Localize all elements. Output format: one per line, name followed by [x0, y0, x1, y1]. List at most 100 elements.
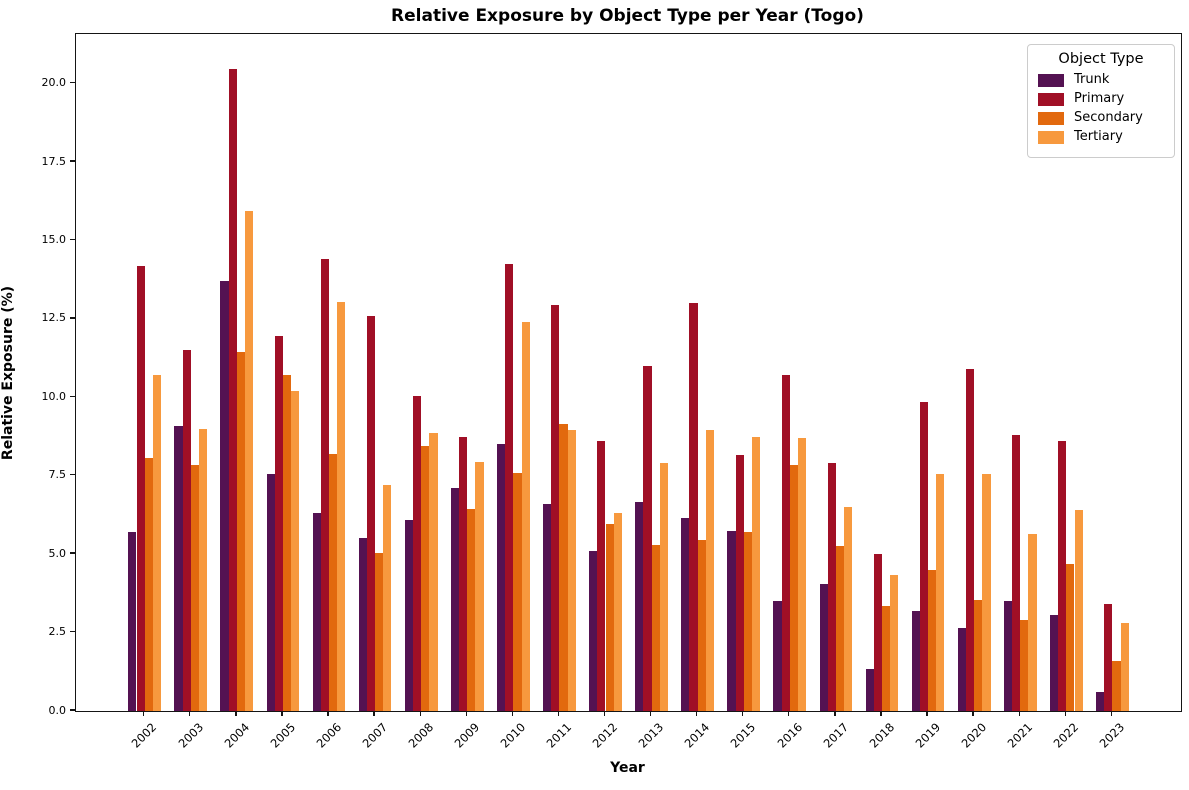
bar-tertiary-2017: [844, 507, 853, 711]
bar-tertiary-2020: [982, 474, 991, 711]
x-tick-mark: [327, 711, 329, 717]
bar-secondary-2018: [881, 605, 891, 711]
bar-trunk-2002: [128, 532, 137, 711]
bar-tertiary-2002: [152, 375, 162, 711]
bar-tertiary-2006: [337, 301, 346, 711]
bar-primary-2002: [136, 265, 145, 711]
x-tick-mark: [926, 711, 928, 717]
bar-trunk-2006: [312, 513, 321, 711]
bar-primary-2003: [182, 350, 191, 711]
bar-primary-2016: [781, 375, 790, 711]
x-tick-mark: [557, 711, 560, 717]
y-tick-mark: [70, 160, 75, 162]
x-tick-label-2016: 2016: [774, 720, 805, 751]
x-tick-label-2004: 2004: [221, 720, 252, 751]
x-tick-mark: [189, 711, 191, 717]
x-tick-mark: [373, 711, 375, 717]
bar-trunk-2013: [635, 502, 644, 711]
x-tick-mark: [235, 711, 237, 717]
bar-primary-2020: [965, 369, 975, 711]
legend: Object Type Trunk Primary Secondary Tertiar…: [1027, 44, 1175, 158]
x-tick-label-2008: 2008: [405, 720, 437, 751]
y-tick-label: 10.0: [41, 389, 67, 403]
x-tick-mark: [281, 711, 283, 717]
x-tick-mark: [465, 711, 467, 717]
x-tick-mark: [649, 711, 652, 717]
x-tick-label-2015: 2015: [727, 720, 759, 751]
bar-primary-2021: [1012, 434, 1021, 711]
bar-primary-2004: [228, 69, 237, 711]
x-tick-mark: [1110, 711, 1113, 717]
x-tick-mark: [419, 711, 421, 717]
y-tick-label: 17.5: [41, 154, 67, 168]
bar-tertiary-2008: [429, 433, 438, 711]
bar-tertiary-2013: [659, 463, 668, 711]
bar-secondary-2022: [1066, 563, 1075, 711]
legend-label-tertiary: Tertiary: [1074, 129, 1123, 144]
bar-secondary-2007: [375, 552, 384, 711]
bar-trunk-2022: [1049, 615, 1059, 711]
y-tick-label: 12.5: [41, 311, 67, 325]
bar-trunk-2021: [1003, 601, 1012, 711]
legend-entry-tertiary: Tertiary: [1038, 130, 1166, 144]
bar-secondary-2004: [236, 351, 246, 711]
chart-title: Relative Exposure by Object Type per Yea…: [391, 6, 864, 26]
x-tick-mark: [1018, 711, 1020, 717]
bar-tertiary-2019: [936, 474, 945, 711]
x-tick-label-2018: 2018: [866, 720, 897, 751]
bar-trunk-2005: [266, 474, 275, 711]
bar-secondary-2015: [743, 532, 752, 711]
bar-trunk-2012: [589, 551, 598, 711]
bar-trunk-2003: [174, 425, 183, 711]
bar-primary-2018: [873, 554, 882, 711]
bar-tertiary-2023: [1120, 623, 1129, 711]
bar-primary-2006: [320, 259, 329, 711]
bar-tertiary-2011: [567, 430, 576, 711]
bar-tertiary-2021: [1028, 533, 1037, 711]
bar-secondary-2008: [421, 445, 430, 711]
bar-secondary-2010: [513, 472, 522, 711]
x-tick-label-2010: 2010: [497, 720, 529, 751]
y-tick-mark: [70, 81, 75, 84]
bar-secondary-2013: [651, 544, 660, 711]
legend-entry-primary: Primary: [1038, 92, 1166, 106]
y-tick-label: 0.0: [48, 703, 67, 717]
x-tick-label-2019: 2019: [912, 720, 944, 751]
x-tick-mark: [511, 711, 513, 717]
x-tick-label-2002: 2002: [128, 720, 160, 751]
legend-label-trunk: Trunk: [1074, 72, 1110, 87]
bar-secondary-2009: [467, 508, 476, 711]
bar-primary-2014: [689, 303, 698, 711]
y-tick-label: 15.0: [41, 232, 67, 246]
x-tick-label-2013: 2013: [635, 720, 667, 751]
x-tick-label-2012: 2012: [589, 720, 621, 751]
bar-primary-2008: [412, 395, 422, 711]
x-tick-label-2003: 2003: [175, 720, 206, 751]
bar-primary-2011: [551, 304, 560, 711]
bar-trunk-2007: [358, 538, 367, 711]
y-tick-mark: [70, 630, 75, 633]
legend-swatch-tertiary: [1038, 130, 1064, 144]
y-tick-label: 5.0: [48, 546, 67, 560]
y-tick-mark: [70, 238, 75, 241]
x-tick-label-2023: 2023: [1096, 720, 1128, 751]
legend-label-primary: Primary: [1074, 91, 1125, 106]
bar-primary-2010: [505, 263, 514, 711]
bar-trunk-2020: [957, 627, 966, 711]
bar-primary-2022: [1058, 441, 1067, 711]
x-tick-label-2017: 2017: [820, 720, 851, 751]
bar-primary-2005: [274, 336, 283, 711]
bar-primary-2013: [643, 365, 652, 711]
bar-secondary-2005: [282, 375, 292, 711]
bar-tertiary-2018: [890, 574, 899, 711]
y-tick-mark: [70, 474, 75, 476]
bar-secondary-2023: [1112, 660, 1121, 711]
bar-trunk-2023: [1095, 692, 1105, 711]
x-tick-label-2006: 2006: [313, 720, 344, 751]
bar-trunk-2014: [681, 518, 690, 711]
bar-tertiary-2004: [245, 210, 254, 711]
legend-swatch-primary: [1038, 92, 1064, 106]
bar-tertiary-2007: [383, 485, 392, 711]
bar-primary-2023: [1104, 604, 1113, 711]
